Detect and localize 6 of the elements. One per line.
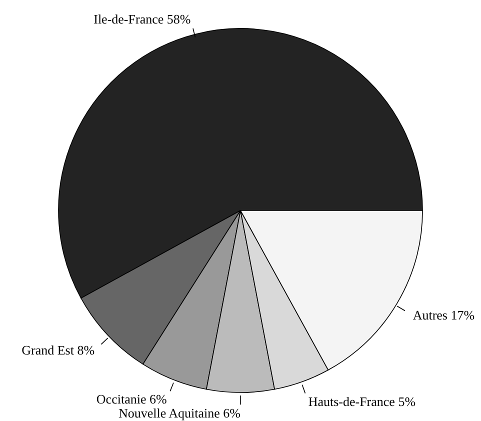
- slice-label: Occitanie 6%: [96, 392, 167, 407]
- slice-label: Autres 17%: [412, 307, 475, 322]
- slice-label: Hauts-de-France 5%: [308, 394, 416, 409]
- slice-label: Grand Est 8%: [22, 342, 95, 358]
- slice-label: Ile-de-France 58%: [94, 12, 191, 27]
- slice-label: Nouvelle Aquitaine 6%: [118, 406, 241, 421]
